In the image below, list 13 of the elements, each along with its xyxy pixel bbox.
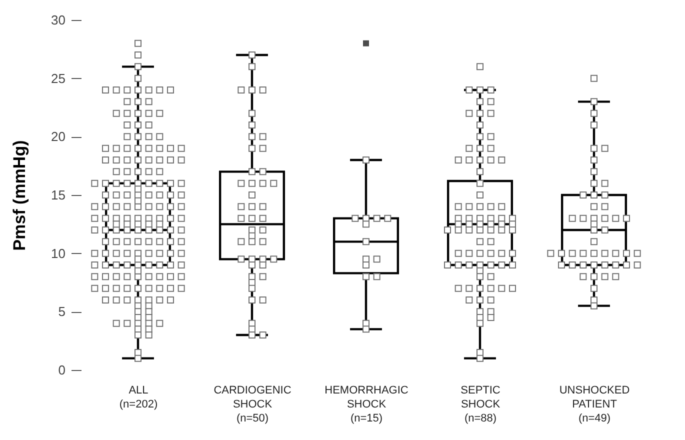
y-tick-label: 10 [51, 246, 66, 261]
x-tick-label: ALL (n=202) [119, 384, 158, 410]
y-tick-label: 5 [58, 304, 66, 320]
x-tick-label: CARDIOGENIC SHOCK (n=50) [214, 384, 292, 424]
y-tick-label: 20 [51, 129, 66, 144]
x-tick-label: SEPTIC SHOCK (n=88) [460, 384, 501, 424]
x-tick-label: HEMORRHAGIC SHOCK (n=15) [324, 384, 408, 424]
x-tick-label: UNSHOCKED PATIENT (n=49) [559, 384, 630, 424]
y-axis-title: Pmsf (mmHg) [10, 140, 30, 251]
y-tick-label: 30 [51, 12, 66, 28]
y-tick-label: 15 [51, 188, 66, 202]
y-tick-label: 0 [58, 362, 66, 378]
y-tick-label: 25 [51, 70, 66, 86]
